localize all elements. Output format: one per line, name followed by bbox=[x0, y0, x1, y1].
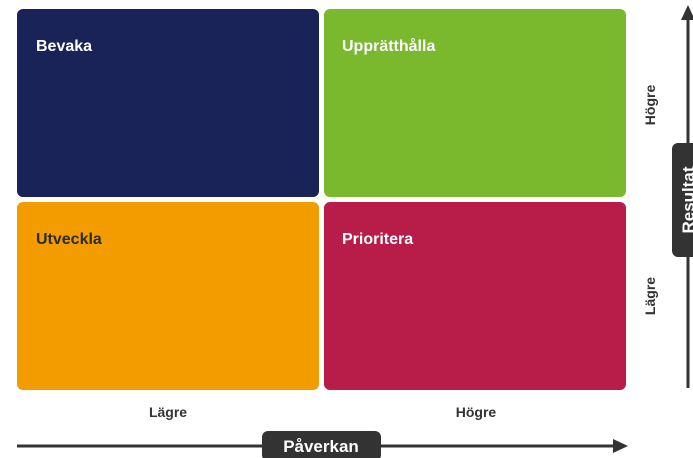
arrow-head bbox=[613, 439, 628, 453]
quadrant-label: Prioritera bbox=[342, 231, 413, 248]
arrow-head bbox=[681, 5, 693, 20]
x-axis-title: Påverkan bbox=[283, 437, 359, 456]
x-axis-pill bbox=[262, 431, 381, 458]
quadrant-label: Utveckla bbox=[36, 231, 102, 248]
quadrant-label: Bevaka bbox=[36, 38, 92, 55]
quadrant bbox=[17, 9, 319, 197]
x-axis-label: Högre bbox=[456, 404, 497, 420]
quadrant-label: Upprätthålla bbox=[342, 37, 435, 55]
y-axis-pill bbox=[672, 143, 693, 257]
y-axis-label: Lägre bbox=[642, 277, 658, 315]
quadrant bbox=[324, 202, 626, 390]
y-axis-label: Högre bbox=[642, 85, 658, 126]
quadrant bbox=[17, 202, 319, 390]
quadrant bbox=[324, 9, 626, 197]
y-axis-title: Resultat bbox=[679, 166, 693, 233]
x-axis-label: Lägre bbox=[149, 404, 187, 420]
